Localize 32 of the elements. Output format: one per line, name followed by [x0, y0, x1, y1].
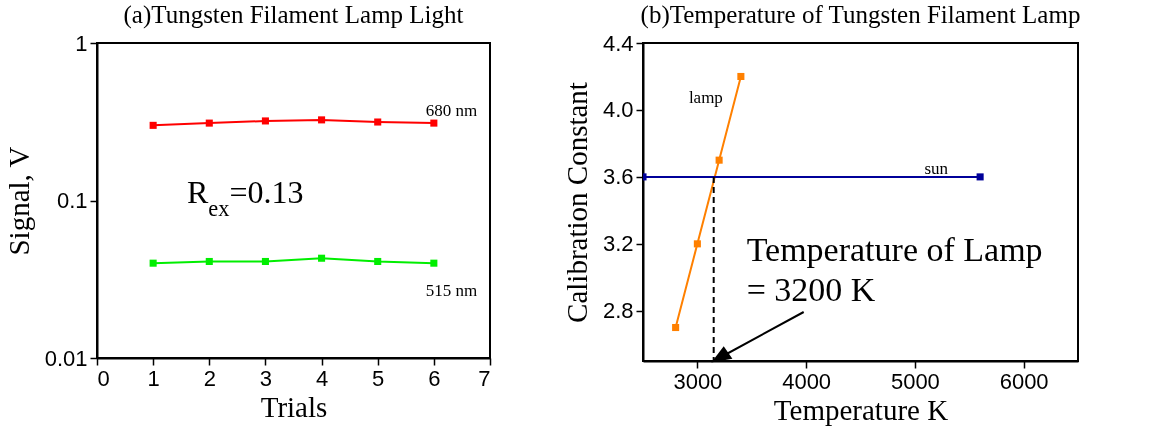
x-tick-label: 0 — [97, 365, 110, 391]
annotation: Temperature of Lamp = 3200 K — [746, 231, 1043, 308]
y-tick-label: 4.4 — [602, 30, 634, 56]
series-label: lamp — [688, 88, 723, 108]
x-axis-title: Trials — [260, 390, 328, 423]
x-tick-label: 2 — [203, 365, 216, 391]
y-tick-label: 4.0 — [602, 97, 634, 123]
series-label: sun — [924, 158, 949, 178]
y-axis-title: Signal, V — [2, 146, 35, 256]
y-axis-title: Calibration Constant — [560, 82, 593, 323]
y-tick-label: 0.1 — [56, 188, 88, 213]
series-label: 680 nm — [425, 101, 478, 121]
x-tick-label: 6000 — [999, 368, 1049, 394]
y-tick-label: 2.8 — [602, 298, 634, 324]
chart-title: (a)Tungsten Filament Lamp Light — [123, 1, 464, 29]
series-label: 515 nm — [425, 281, 478, 301]
x-tick-label: 4 — [315, 365, 329, 391]
chart-title: (b)Temperature of Tungsten Filament Lamp — [640, 1, 1081, 29]
x-tick-label: 4000 — [782, 368, 832, 394]
x-tick-label: 7 — [478, 365, 491, 391]
x-tick-label: 5000 — [890, 368, 940, 394]
x-tick-label: 6 — [428, 365, 441, 391]
y-tick-label: 0.01 — [44, 345, 88, 371]
y-tick-label: 3.2 — [602, 231, 634, 257]
x-tick-label: 1 — [147, 365, 160, 391]
x-tick-label: 3 — [259, 365, 273, 391]
annotation: R$_{ex}$=0.13 — [187, 174, 304, 221]
y-tick-label: 3.6 — [602, 164, 634, 190]
x-tick-label: 3000 — [673, 368, 723, 394]
x-tick-label: 5 — [372, 365, 385, 391]
y-tick-label: 1 — [75, 30, 88, 56]
x-axis-title: Temperature K — [773, 393, 949, 426]
